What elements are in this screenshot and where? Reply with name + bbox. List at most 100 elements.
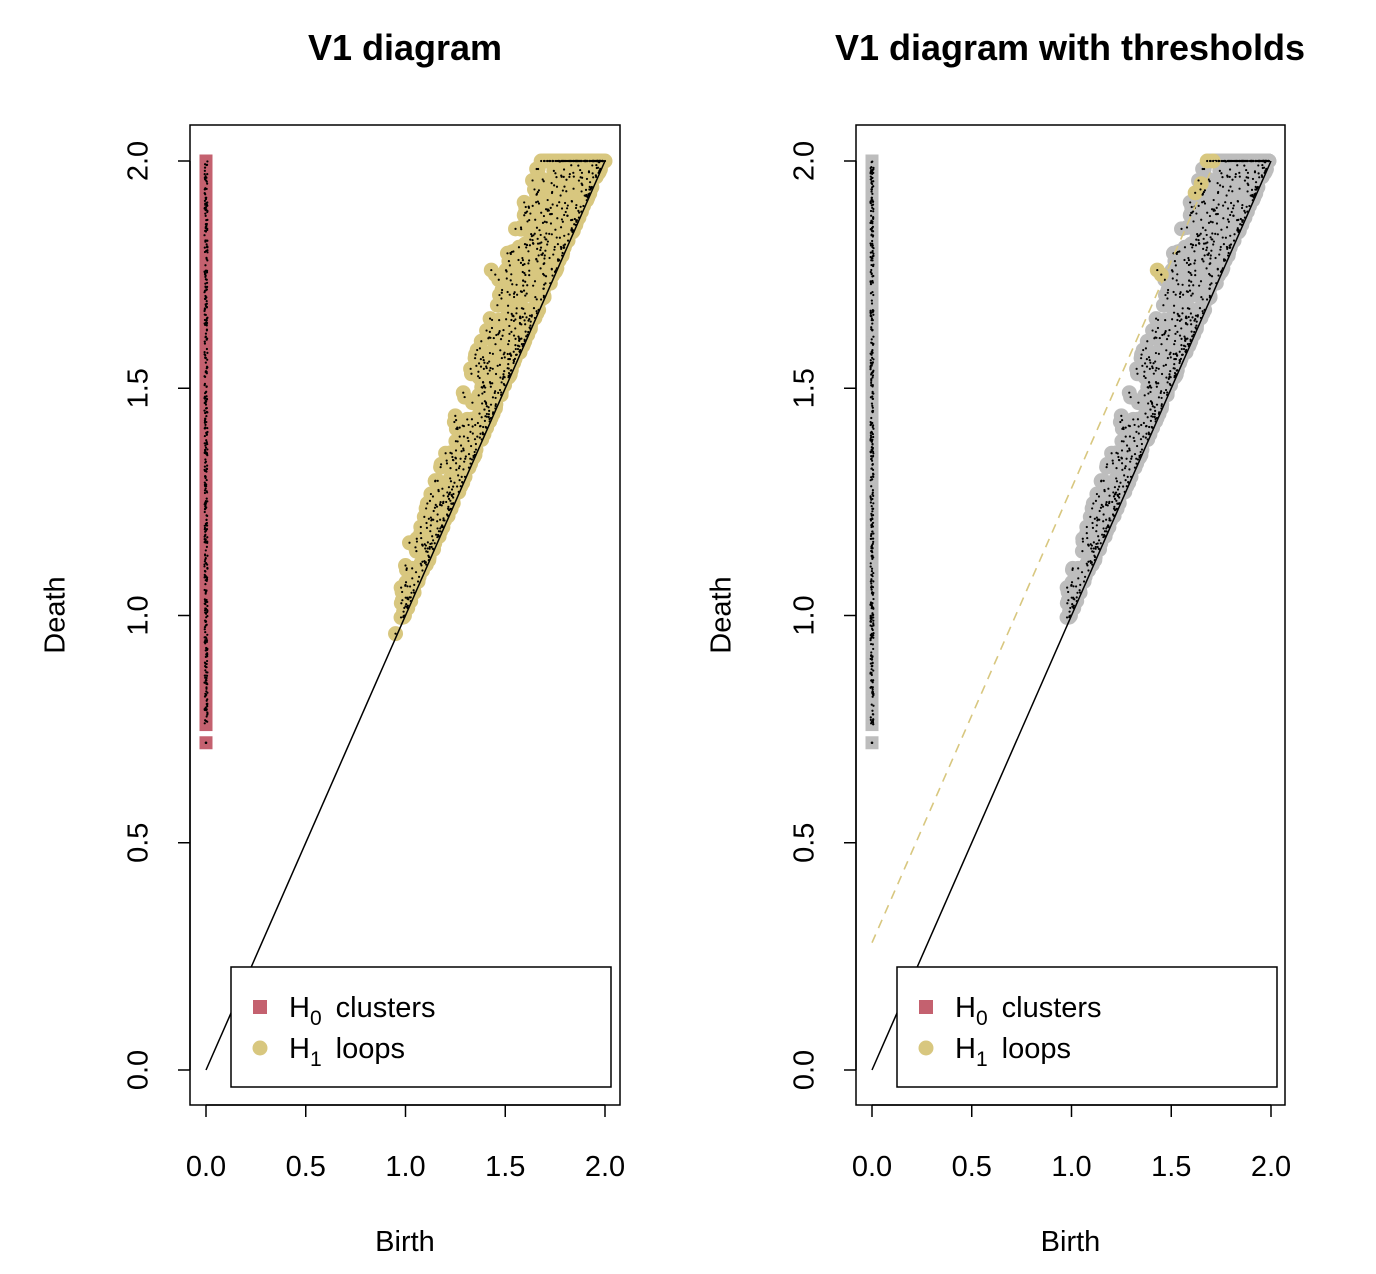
- h1-dot: [1112, 491, 1115, 494]
- h1-dot: [1098, 509, 1101, 513]
- h1-dot: [436, 527, 439, 530]
- h0-dot: [203, 465, 207, 468]
- h1-dot: [1210, 238, 1213, 241]
- h1-dot: [1127, 424, 1130, 427]
- h1-dot: [1092, 547, 1095, 550]
- h1-dot: [1086, 564, 1089, 567]
- h1-dot: [1156, 326, 1160, 330]
- h1-dot: [1233, 159, 1237, 163]
- h1-dot: [516, 347, 520, 351]
- h1-dot: [1102, 527, 1105, 530]
- h1-dot: [1149, 419, 1153, 422]
- h1-dot: [460, 450, 463, 453]
- h1-dot: [1228, 159, 1231, 163]
- h1-dot: [455, 427, 458, 430]
- h1-dot: [494, 372, 498, 376]
- h1-dot: [406, 585, 409, 588]
- h1-dot: [1214, 232, 1217, 235]
- h0-dot: [205, 203, 209, 206]
- h1-dot: [1216, 182, 1219, 185]
- h1-dot: [1148, 425, 1151, 429]
- h1-dot: [488, 330, 491, 333]
- h1-dot: [1153, 406, 1156, 409]
- h0-dot: [206, 514, 209, 518]
- h0-dot: [203, 401, 206, 405]
- h1-dot: [423, 515, 426, 518]
- h1-dot: [404, 581, 408, 584]
- h1-dot: [563, 243, 567, 246]
- h1-dot: [495, 333, 498, 337]
- h1-dot: [399, 616, 403, 619]
- h1-dot: [1178, 361, 1181, 365]
- h1-dot: [1235, 219, 1239, 222]
- h1-dot: [1077, 567, 1080, 570]
- h1-dot: [1228, 246, 1231, 250]
- h0-dot: [869, 434, 873, 437]
- h1-dot: [552, 253, 555, 256]
- h0-dot: [205, 288, 209, 291]
- h1-dot: [1189, 214, 1192, 217]
- h0-dot: [205, 483, 208, 486]
- h1-dot: [1167, 334, 1170, 337]
- h0-dot: [869, 501, 872, 504]
- h1-dot: [406, 604, 409, 607]
- h1-dot: [1190, 273, 1193, 277]
- h1-dot: [1223, 159, 1227, 163]
- h1-dot: [554, 228, 557, 231]
- h1-dot: [459, 444, 463, 447]
- h0-dot: [204, 282, 207, 285]
- h1-dot: [498, 363, 502, 366]
- h1-dot: [429, 516, 432, 519]
- h1-dot: [1195, 324, 1198, 327]
- h1-dot: [437, 488, 440, 492]
- h1-dot: [546, 243, 549, 246]
- h1-dot: [545, 232, 548, 235]
- h1-dot: [454, 414, 457, 417]
- h0-dot: [869, 280, 872, 283]
- h0-dot: [869, 562, 872, 565]
- h1-dot: [1190, 323, 1193, 326]
- h1-dot: [1232, 239, 1236, 242]
- h1-dot: [1192, 220, 1195, 223]
- h0-dot: [870, 381, 873, 385]
- h1-dot: [442, 494, 445, 497]
- h1-dot: [1065, 616, 1069, 619]
- h1-dot: [436, 520, 439, 523]
- x-tick-label: 0.5: [286, 1151, 326, 1183]
- h1-dot: [476, 435, 479, 438]
- h1-dot: [1097, 495, 1101, 498]
- h1-dot: [516, 344, 520, 347]
- h1-dot: [1072, 604, 1075, 607]
- h1-dot: [534, 296, 537, 299]
- h0-dot: [870, 440, 873, 443]
- h1-dot: [541, 178, 544, 181]
- h1-dot: [550, 233, 553, 236]
- h1-dot: [541, 252, 544, 255]
- h1-dot: [1201, 298, 1204, 301]
- h1-dot: [1085, 562, 1088, 565]
- h1-dot: [1105, 518, 1108, 521]
- h1-dot: [519, 261, 523, 264]
- h0-dot: [870, 315, 873, 318]
- h1-dot: [1218, 169, 1221, 172]
- h1-dot: [529, 324, 532, 327]
- h1-dot: [536, 260, 539, 263]
- threshold-line: [871, 160, 1216, 944]
- h1-dot: [535, 192, 539, 195]
- h0-dot: [870, 632, 873, 635]
- h1-dot: [1078, 589, 1081, 592]
- h0-dot: [871, 680, 874, 683]
- h0-dot: [870, 204, 873, 207]
- h1-dot: [1160, 403, 1163, 406]
- h1-dot: [1175, 352, 1178, 355]
- h0-dot: [204, 274, 207, 277]
- h1-dot: [1166, 381, 1169, 384]
- h0-dot: [870, 226, 874, 230]
- h0-dot: [872, 636, 875, 639]
- h1-dot: [507, 339, 511, 343]
- h0-dot: [871, 409, 874, 412]
- h1-dot: [1125, 444, 1129, 447]
- h1-dot: [1168, 382, 1171, 386]
- h0-dot: [872, 335, 875, 338]
- h1-dot: [1090, 544, 1093, 547]
